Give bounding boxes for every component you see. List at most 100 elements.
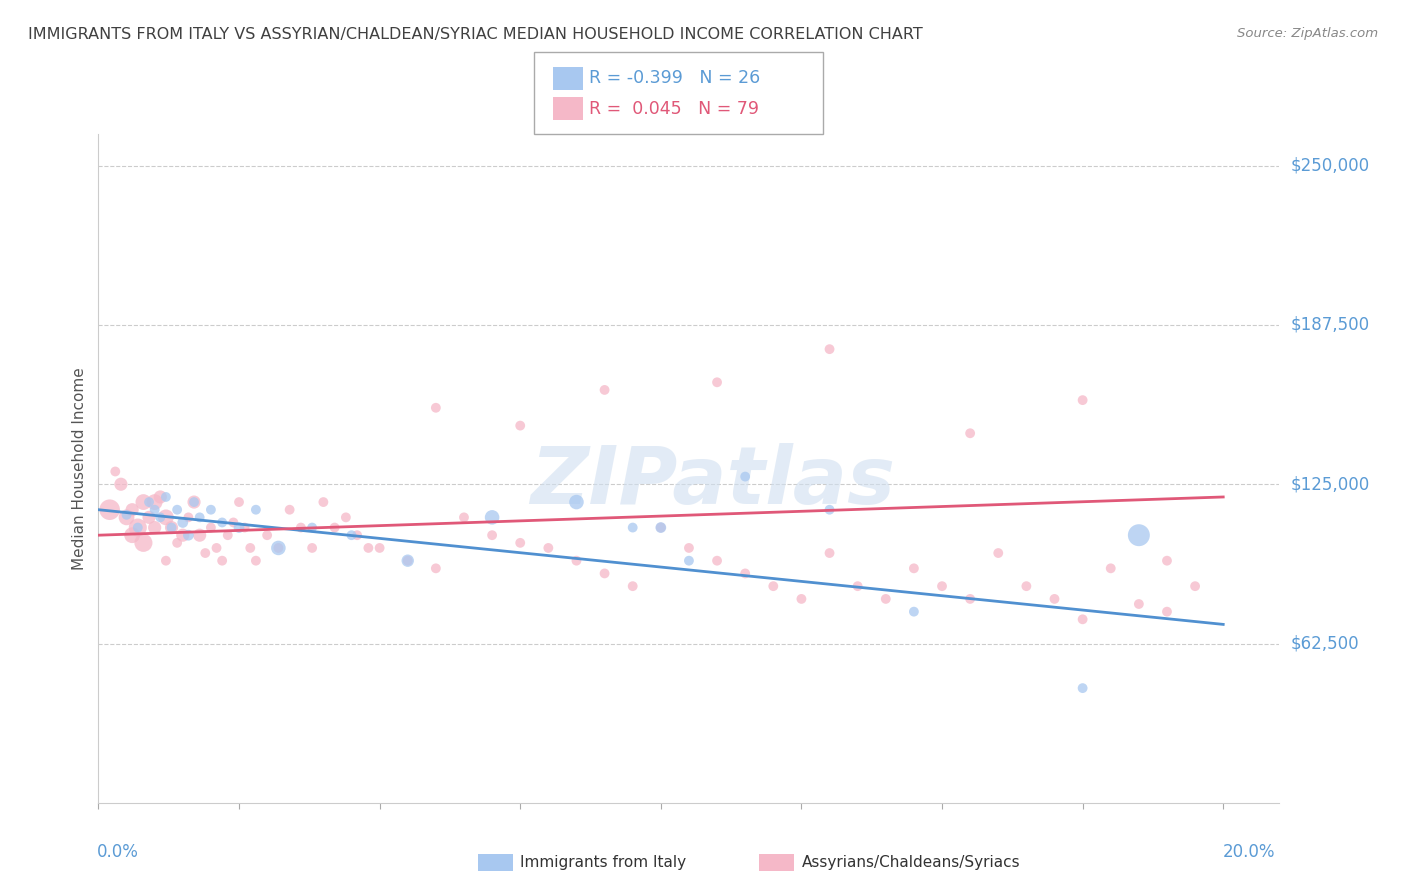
Point	[222, 516, 245, 530]
Point	[183, 495, 205, 509]
Point	[228, 520, 250, 534]
Point	[593, 566, 616, 581]
Point	[301, 541, 323, 555]
Point	[706, 376, 728, 390]
Point	[132, 495, 155, 509]
Text: 20.0%: 20.0%	[1223, 843, 1275, 861]
Point	[172, 516, 194, 530]
Point	[425, 561, 447, 575]
Point	[127, 520, 149, 534]
Point	[565, 554, 588, 568]
Point	[481, 528, 503, 542]
Point	[256, 528, 278, 542]
Point	[1015, 579, 1038, 593]
Point	[155, 490, 177, 504]
Point	[245, 554, 267, 568]
Point	[959, 591, 981, 606]
Point	[211, 516, 233, 530]
Point	[1099, 561, 1122, 575]
Point	[903, 605, 925, 619]
Point	[177, 528, 200, 542]
Point	[143, 495, 166, 509]
Point	[160, 520, 183, 534]
Y-axis label: Median Household Income: Median Household Income	[72, 367, 87, 570]
Point	[762, 579, 785, 593]
Point	[188, 528, 211, 542]
Text: Immigrants from Italy: Immigrants from Italy	[520, 855, 686, 870]
Point	[481, 510, 503, 524]
Point	[1156, 554, 1178, 568]
Point	[1071, 612, 1094, 626]
Point	[143, 502, 166, 516]
Point	[706, 554, 728, 568]
Point	[818, 342, 841, 356]
Point	[228, 495, 250, 509]
Point	[194, 546, 217, 560]
Point	[217, 528, 239, 542]
Point	[346, 528, 368, 542]
Point	[650, 520, 672, 534]
Point	[987, 546, 1010, 560]
Point	[166, 502, 188, 516]
Point	[593, 383, 616, 397]
Point	[177, 510, 200, 524]
Point	[621, 520, 644, 534]
Point	[211, 554, 233, 568]
Point	[155, 554, 177, 568]
Point	[323, 520, 346, 534]
Point	[509, 418, 531, 433]
Point	[200, 502, 222, 516]
Point	[425, 401, 447, 415]
Point	[138, 495, 160, 509]
Point	[172, 528, 194, 542]
Point	[115, 508, 138, 522]
Point	[931, 579, 953, 593]
Point	[205, 541, 228, 555]
Point	[155, 510, 177, 524]
Point	[121, 502, 143, 516]
Point	[734, 469, 756, 483]
Point	[233, 520, 256, 534]
Text: $125,000: $125,000	[1291, 475, 1369, 493]
Point	[875, 591, 897, 606]
Point	[115, 510, 138, 524]
Point	[200, 520, 222, 534]
Point	[239, 541, 262, 555]
Point	[132, 536, 155, 550]
Text: R =  0.045   N = 79: R = 0.045 N = 79	[589, 100, 759, 118]
Text: $62,500: $62,500	[1291, 634, 1360, 653]
Point	[453, 510, 475, 524]
Point	[245, 502, 267, 516]
Point	[267, 541, 290, 555]
Text: Source: ZipAtlas.com: Source: ZipAtlas.com	[1237, 27, 1378, 40]
Point	[312, 495, 335, 509]
Point	[149, 490, 172, 504]
Point	[1184, 579, 1206, 593]
Point	[127, 520, 149, 534]
Point	[818, 546, 841, 560]
Point	[143, 520, 166, 534]
Point	[959, 426, 981, 441]
Point	[678, 554, 700, 568]
Point	[1043, 591, 1066, 606]
Point	[104, 465, 127, 479]
Point	[565, 495, 588, 509]
Point	[509, 536, 531, 550]
Point	[1071, 393, 1094, 408]
Point	[290, 520, 312, 534]
Text: 0.0%: 0.0%	[97, 843, 139, 861]
Point	[357, 541, 380, 555]
Point	[903, 561, 925, 575]
Point	[1128, 597, 1150, 611]
Point	[1071, 681, 1094, 695]
Point	[160, 520, 183, 534]
Point	[396, 554, 419, 568]
Point	[149, 510, 172, 524]
Point	[138, 510, 160, 524]
Point	[166, 536, 188, 550]
Text: $187,500: $187,500	[1291, 316, 1369, 334]
Point	[1128, 528, 1150, 542]
Point	[335, 510, 357, 524]
Point	[267, 541, 290, 555]
Point	[537, 541, 560, 555]
